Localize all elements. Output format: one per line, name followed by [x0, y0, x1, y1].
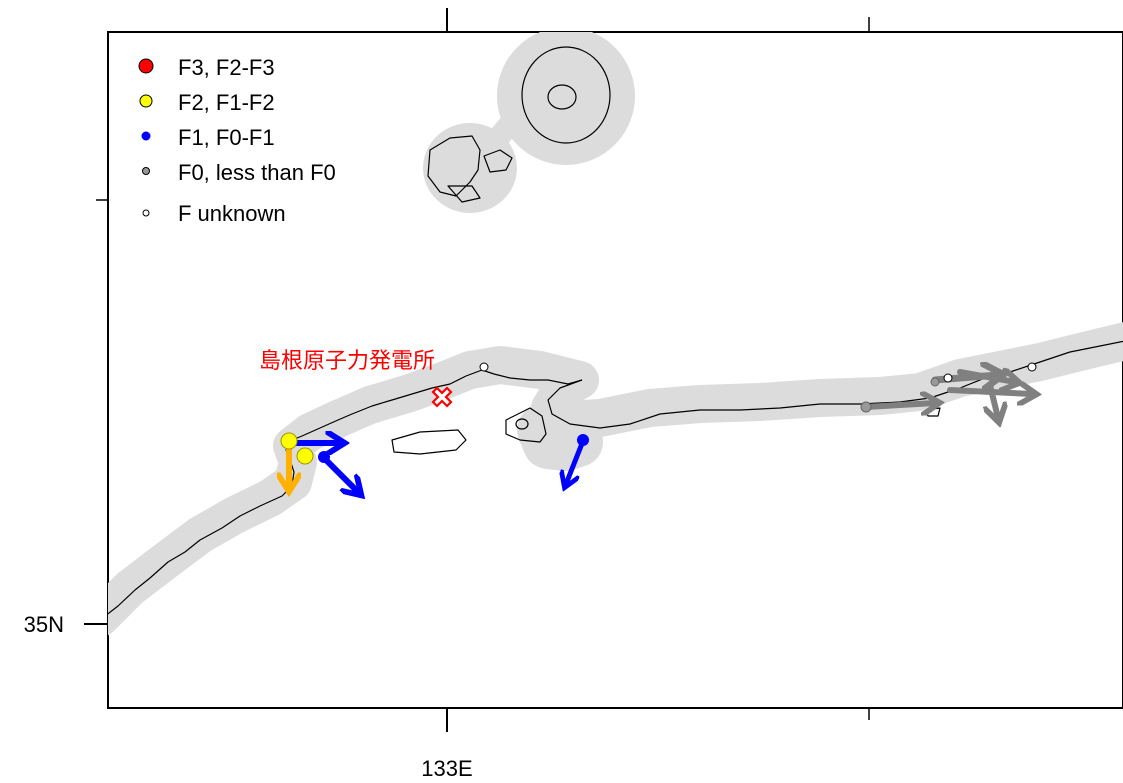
legend-item-f0: F0, less than F0 — [142, 160, 336, 185]
cross-mark-icon — [431, 386, 453, 408]
power-plant-label: 島根原子力発電所 — [259, 349, 435, 374]
legend-label: F3, F2-F3 — [178, 55, 275, 80]
point-f1 — [577, 434, 589, 446]
legend: F3, F2-F3 F2, F1-F2 F1, F0-F1 F0, less t… — [138, 55, 336, 226]
track-f0-south — [990, 382, 998, 418]
track-f1-southwest — [566, 438, 586, 484]
legend-item-f1: F1, F0-F1 — [141, 125, 275, 150]
oki-dozen-buffer-fill — [426, 128, 514, 212]
tornado-tracks — [289, 372, 1032, 492]
legend-label: F0, less than F0 — [178, 160, 336, 185]
power-plant: 島根原子力発電所 — [259, 349, 453, 408]
lat-axis-label: 35N — [24, 612, 64, 637]
point-f1 — [318, 451, 330, 463]
track-f0-east-4 — [957, 372, 1015, 382]
point-f2 — [296, 447, 314, 465]
tornado-points — [280, 362, 1037, 465]
point-f0 — [860, 401, 872, 413]
lon-axis-label: 133E — [421, 756, 472, 781]
point-f0 — [930, 377, 940, 387]
legend-item-f3: F3, F2-F3 — [138, 55, 275, 80]
legend-item-f2: F2, F1-F2 — [139, 90, 275, 115]
point-f2 — [280, 432, 298, 450]
legend-label: F2, F1-F2 — [178, 90, 275, 115]
point-unknown — [943, 373, 953, 383]
legend-label: F unknown — [178, 201, 286, 226]
point-unknown — [479, 362, 489, 372]
legend-item-unknown: F unknown — [142, 201, 286, 226]
track-f1-southeast — [321, 455, 358, 492]
track-f0-east-1 — [863, 403, 935, 407]
legend-label: F1, F0-F1 — [178, 125, 275, 150]
point-unknown — [1027, 362, 1037, 372]
coastline — [108, 46, 1123, 615]
